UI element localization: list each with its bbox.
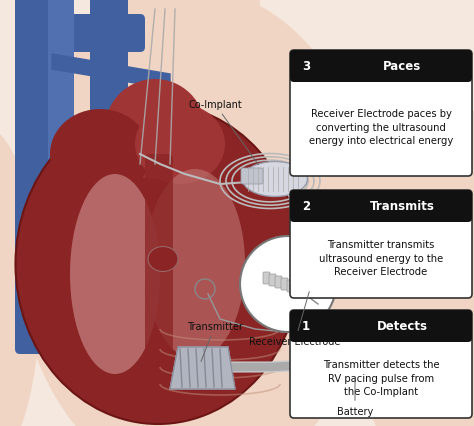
Polygon shape	[170, 347, 235, 389]
Ellipse shape	[145, 170, 245, 359]
Text: Transmitter detects the
RV pacing pulse from
the Co-Implant: Transmitter detects the RV pacing pulse …	[323, 359, 439, 396]
Text: Transmits: Transmits	[369, 200, 434, 213]
Ellipse shape	[148, 247, 178, 272]
Bar	[294, 67, 468, 79]
Text: Receiver Electrode: Receiver Electrode	[249, 292, 341, 346]
FancyBboxPatch shape	[281, 278, 288, 290]
Ellipse shape	[15, 0, 375, 426]
Text: 3: 3	[302, 60, 310, 73]
Ellipse shape	[243, 162, 308, 197]
Text: Paces: Paces	[383, 60, 421, 73]
Ellipse shape	[70, 175, 160, 374]
FancyBboxPatch shape	[145, 155, 173, 364]
Ellipse shape	[105, 80, 205, 180]
FancyBboxPatch shape	[290, 190, 472, 298]
Text: Transmitter transmits
ultrasound energy to the
Receiver Electrode: Transmitter transmits ultrasound energy …	[319, 239, 443, 276]
FancyBboxPatch shape	[290, 310, 472, 342]
Ellipse shape	[0, 125, 40, 426]
Bar	[294, 326, 468, 338]
FancyBboxPatch shape	[290, 51, 472, 177]
FancyBboxPatch shape	[48, 0, 74, 184]
FancyBboxPatch shape	[326, 350, 389, 400]
FancyBboxPatch shape	[241, 169, 263, 184]
Text: 1: 1	[302, 320, 310, 333]
FancyBboxPatch shape	[269, 274, 276, 286]
FancyBboxPatch shape	[15, 15, 145, 53]
FancyBboxPatch shape	[305, 286, 312, 298]
Bar	[294, 207, 468, 219]
FancyBboxPatch shape	[290, 190, 472, 222]
FancyBboxPatch shape	[275, 276, 282, 288]
Text: 2: 2	[302, 200, 310, 213]
FancyBboxPatch shape	[290, 310, 472, 418]
FancyBboxPatch shape	[293, 282, 300, 294]
FancyBboxPatch shape	[120, 0, 260, 110]
Circle shape	[240, 236, 336, 332]
Text: Co-Implant: Co-Implant	[188, 100, 258, 165]
FancyBboxPatch shape	[90, 0, 128, 125]
FancyBboxPatch shape	[15, 0, 57, 354]
FancyBboxPatch shape	[263, 272, 270, 284]
FancyBboxPatch shape	[287, 280, 294, 292]
Text: Receiver Electrode paces by
converting the ultrasound
energy into electrical ene: Receiver Electrode paces by converting t…	[309, 109, 453, 146]
Ellipse shape	[50, 110, 150, 199]
Text: Battery: Battery	[337, 377, 373, 416]
FancyBboxPatch shape	[290, 51, 472, 83]
Polygon shape	[52, 55, 170, 90]
FancyBboxPatch shape	[299, 284, 306, 296]
Text: Detects: Detects	[376, 320, 428, 333]
Text: Transmitter: Transmitter	[187, 321, 243, 362]
Ellipse shape	[350, 80, 474, 426]
Ellipse shape	[135, 105, 225, 184]
Ellipse shape	[16, 105, 301, 424]
